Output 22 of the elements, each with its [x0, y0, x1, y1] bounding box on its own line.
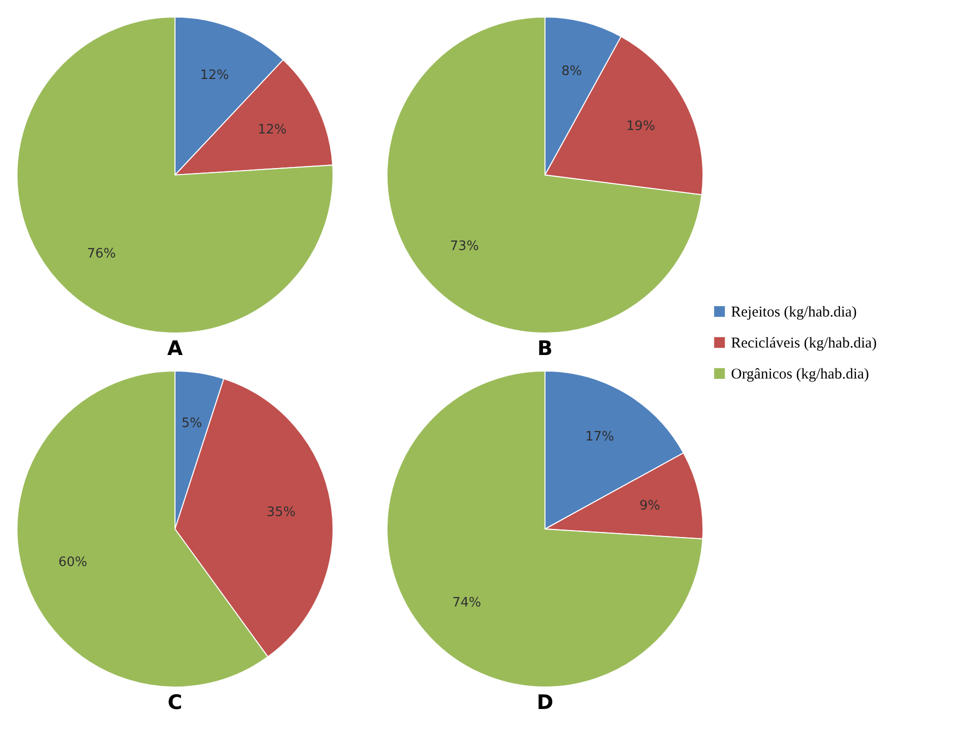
data-label: 74%: [452, 596, 482, 611]
text: A: [167, 336, 184, 360]
pie-slice: [386, 370, 704, 688]
data-label: 76%: [87, 246, 116, 262]
pie-slice: [16, 16, 334, 334]
data-label: 60%: [58, 555, 88, 570]
legend-label: Rejeitos (kg/hab.dia): [731, 304, 857, 320]
data-label: 73%: [450, 239, 479, 254]
text: D: [536, 690, 554, 714]
legend-label: Recicláveis (kg/hab.dia): [731, 336, 877, 352]
data-label: 9%: [640, 498, 660, 514]
text: C: [168, 690, 182, 714]
pie-slice: [386, 16, 702, 334]
data-label: 35%: [266, 505, 296, 520]
legend-label: Orgânicos (kg/hab.dia): [731, 366, 870, 382]
data-label: 17%: [585, 430, 614, 445]
data-label: 12%: [258, 122, 287, 138]
text: B: [537, 336, 553, 360]
data-label: 12%: [200, 68, 230, 84]
data-label: 19%: [626, 119, 656, 134]
data-label: 5%: [181, 416, 202, 431]
data-label: 8%: [561, 64, 582, 79]
